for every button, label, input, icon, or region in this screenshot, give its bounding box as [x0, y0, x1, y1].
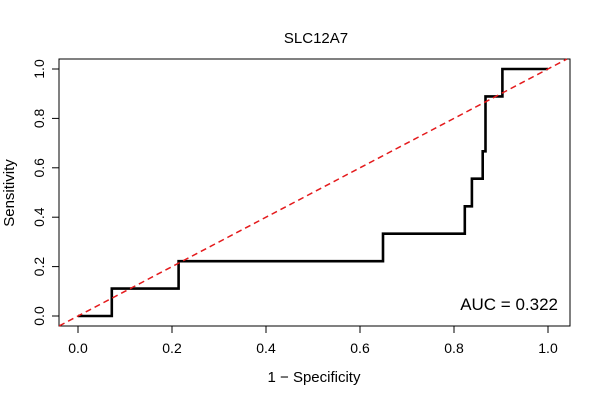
y-tick-label: 0.2: [31, 257, 47, 277]
plot-frame: [58, 58, 571, 327]
y-axis-label: Sensitivity: [1, 159, 18, 227]
x-tick-label: 0.4: [256, 340, 276, 356]
x-tick-label: 0.0: [68, 340, 88, 356]
chart-title: SLC12A7: [284, 30, 348, 47]
y-tick-label: 0.0: [31, 306, 47, 326]
x-tick-label: 0.2: [162, 340, 182, 356]
x-tick-label: 0.6: [350, 340, 370, 356]
x-tick-label: 0.8: [444, 340, 464, 356]
x-tick-label: 1.0: [538, 340, 558, 356]
y-tick-label: 0.8: [31, 108, 47, 128]
y-tick-label: 0.4: [31, 207, 47, 227]
y-tick-label: 0.6: [31, 158, 47, 178]
roc-curve-line: [78, 67, 548, 318]
y-tick-label: 1.0: [31, 59, 47, 79]
axes: 0.0 0.2 0.4 0.6 0.8 1.0 0.0 0.2 0.4 0.6 0.8 1.0: [31, 59, 558, 356]
series-layer: [58, 58, 568, 327]
reference-diagonal-line: [58, 58, 568, 327]
auc-annotation: AUC = 0.322: [460, 295, 558, 314]
x-axis-label: 1 − Specificity: [268, 369, 361, 386]
